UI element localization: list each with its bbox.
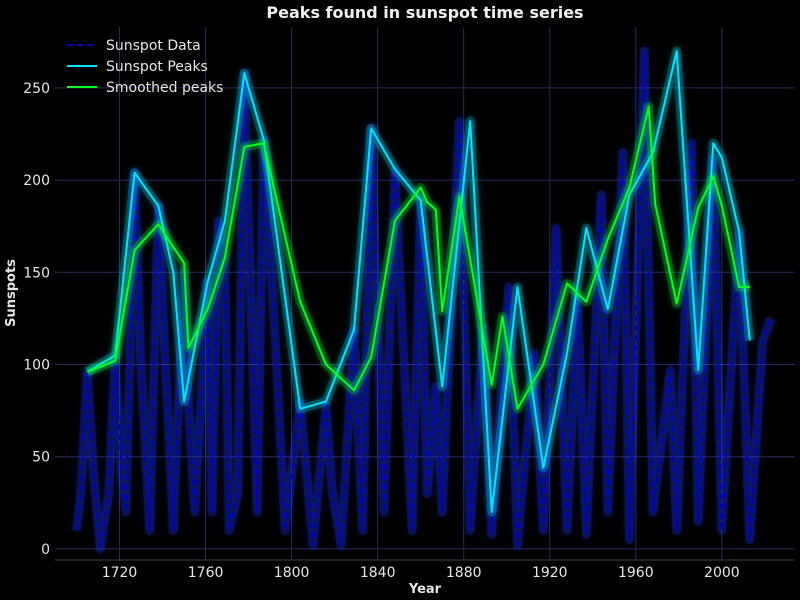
x-tick-label: 1920 <box>532 565 568 581</box>
x-axis-label: Year <box>408 582 442 597</box>
legend: Sunspot Data Sunspot Peaks Smoothed peaks <box>67 38 223 96</box>
x-tick-label: 1840 <box>360 565 396 581</box>
x-tick-label: 1760 <box>188 565 224 581</box>
y-tick-label: 150 <box>23 265 50 281</box>
sunspot-peaks-line <box>86 50 751 513</box>
legend-label-smoothed-peaks: Smoothed peaks <box>106 80 223 96</box>
x-tick-label: 1960 <box>618 565 654 581</box>
sunspot-data-glow <box>72 46 776 554</box>
legend-label-sunspot-peaks: Sunspot Peaks <box>106 59 208 75</box>
x-tick-label: 1880 <box>446 565 482 581</box>
plot-series <box>72 46 776 554</box>
y-tick-label: 200 <box>23 173 50 189</box>
y-axis-label: Sunspots <box>4 259 19 327</box>
tick-labels: 1720 1760 1800 1840 1880 1920 1960 2000 0 50 100 15… <box>23 81 739 581</box>
y-tick-label: 0 <box>41 542 50 558</box>
x-tick-label: 2000 <box>704 565 740 581</box>
y-tick-label: 50 <box>32 450 50 466</box>
x-tick-label: 1800 <box>274 565 310 581</box>
smoothed-peaks-line <box>86 105 750 410</box>
y-tick-label: 100 <box>23 358 50 374</box>
legend-label-sunspot-data: Sunspot Data <box>106 38 201 54</box>
x-tick-label: 1720 <box>102 565 138 581</box>
y-tick-label: 250 <box>23 81 50 97</box>
chart-title: Peaks found in sunspot time series <box>266 3 583 22</box>
